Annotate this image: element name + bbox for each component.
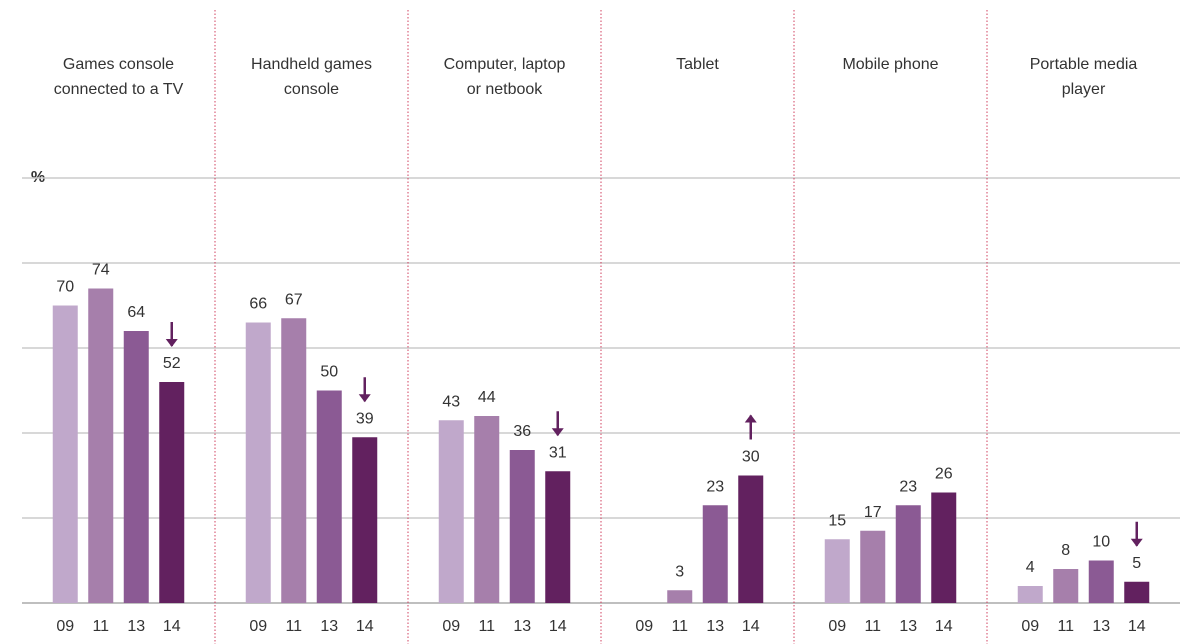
x-tick-label: 09 <box>1021 618 1039 635</box>
bar <box>1017 586 1043 603</box>
x-tick-label: 13 <box>706 618 724 635</box>
bar <box>545 471 571 603</box>
bar <box>281 318 307 603</box>
bar <box>1124 581 1150 603</box>
value-label: 39 <box>356 410 374 427</box>
x-tick-label: 11 <box>671 618 688 635</box>
value-label: 52 <box>163 355 181 372</box>
x-tick-label: 09 <box>442 618 460 635</box>
bar <box>352 437 378 603</box>
category-label: Computer, laptop or netbook <box>443 56 566 98</box>
bar <box>52 305 78 603</box>
value-label: 23 <box>706 478 724 495</box>
value-label: 3 <box>675 563 684 580</box>
x-tick-label: 11 <box>92 618 109 635</box>
category-label: Portable media player <box>1029 56 1138 98</box>
change-arrow-head <box>358 394 371 403</box>
value-label: 64 <box>127 304 145 321</box>
x-tick-label: 13 <box>899 618 917 635</box>
value-label: 43 <box>442 393 460 410</box>
bar <box>245 322 271 603</box>
x-tick-label: 11 <box>478 618 495 635</box>
change-arrow-head <box>744 414 757 423</box>
x-tick-label: 09 <box>56 618 74 635</box>
value-label: 15 <box>828 512 846 529</box>
x-tick-label: 09 <box>635 618 653 635</box>
x-tick-label: 11 <box>1057 618 1074 635</box>
category-label: Handheld games console <box>251 56 372 98</box>
value-label: 10 <box>1092 534 1110 551</box>
bar <box>667 590 693 603</box>
change-arrow-head <box>551 428 564 437</box>
x-tick-label: 14 <box>1128 618 1146 635</box>
bar <box>738 475 764 603</box>
change-arrow-head <box>1130 538 1143 547</box>
value-label: 74 <box>92 262 110 279</box>
value-label: 31 <box>549 444 567 461</box>
value-label: 50 <box>320 364 338 381</box>
x-tick-label: 13 <box>127 618 145 635</box>
x-tick-label: 13 <box>513 618 531 635</box>
value-label: 17 <box>864 504 882 521</box>
bar <box>316 390 342 603</box>
bar <box>474 416 500 603</box>
bar <box>438 420 464 603</box>
x-tick-label: 14 <box>163 618 181 635</box>
value-label: 66 <box>249 296 267 313</box>
x-tick-label: 14 <box>356 618 374 635</box>
x-tick-label: 09 <box>249 618 267 635</box>
x-tick-label: 13 <box>320 618 338 635</box>
x-tick-label: 14 <box>742 618 760 635</box>
bar <box>509 450 535 603</box>
value-label: 44 <box>478 389 496 406</box>
x-tick-label: 11 <box>864 618 881 635</box>
value-label: 36 <box>513 423 531 440</box>
value-label: 26 <box>935 466 953 483</box>
change-arrow-head <box>165 339 178 347</box>
bar <box>159 382 185 603</box>
value-label: 5 <box>1132 555 1141 572</box>
category-label: Games console connected to a TV <box>53 56 184 98</box>
bar <box>123 331 149 603</box>
value-label: 8 <box>1061 542 1070 559</box>
x-tick-label: 11 <box>285 618 302 635</box>
x-tick-label: 13 <box>1092 618 1110 635</box>
value-label: 67 <box>285 291 303 308</box>
value-label: 23 <box>899 478 917 495</box>
bar <box>88 288 114 603</box>
bar <box>895 505 921 603</box>
bar <box>931 492 957 603</box>
category-label: Mobile phone <box>842 56 939 73</box>
category-label: Tablet <box>676 56 719 73</box>
bar <box>702 505 728 603</box>
x-tick-label: 09 <box>828 618 846 635</box>
value-label: 4 <box>1026 559 1035 576</box>
x-tick-label: 14 <box>935 618 953 635</box>
bar <box>860 530 886 603</box>
bar <box>824 539 850 603</box>
value-label: 70 <box>56 279 74 296</box>
bar <box>1088 560 1114 603</box>
x-tick-label: 14 <box>549 618 567 635</box>
value-label: 30 <box>742 449 760 466</box>
bar <box>1053 569 1079 603</box>
